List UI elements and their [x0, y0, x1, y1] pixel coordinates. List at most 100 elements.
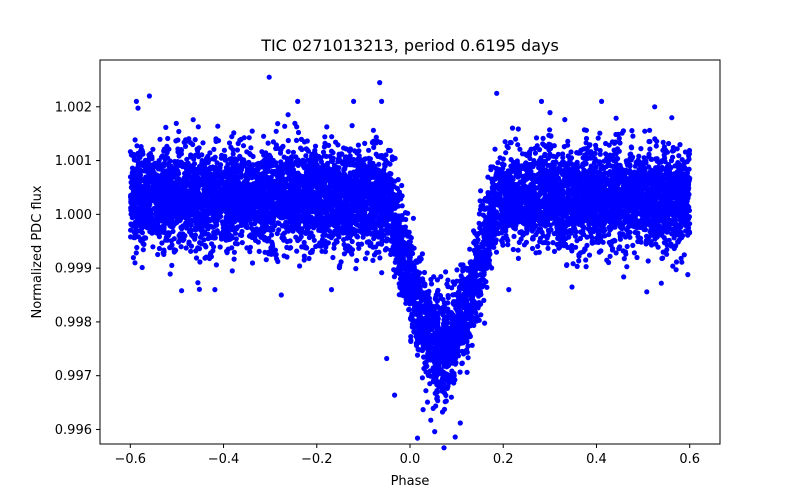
data-point: [239, 240, 245, 246]
data-point: [176, 128, 182, 135]
data-point: [606, 239, 612, 246]
data-point: [405, 210, 411, 216]
data-point: [269, 232, 275, 238]
data-point: [370, 127, 376, 133]
data-point: [673, 259, 680, 265]
data-point: [505, 238, 511, 244]
data-point: [139, 264, 145, 271]
data-point: [312, 143, 319, 149]
data-point: [597, 147, 603, 154]
data-point: [601, 227, 608, 234]
chart-title: TIC 0271013213, period 0.6195 days: [260, 36, 559, 55]
data-point: [301, 253, 307, 259]
data-point: [366, 239, 372, 245]
data-point: [621, 256, 627, 262]
data-point: [678, 255, 684, 261]
data-point: [613, 115, 619, 121]
data-point: [297, 263, 303, 269]
data-point: [583, 135, 590, 142]
data-point: [515, 126, 521, 132]
data-point: [324, 124, 330, 130]
data-point: [454, 267, 460, 273]
data-point: [212, 287, 218, 293]
data-point: [133, 250, 139, 256]
data-point: [376, 161, 382, 167]
data-point: [469, 342, 475, 348]
data-point: [670, 263, 676, 269]
data-point: [668, 158, 675, 164]
data-point: [583, 264, 589, 270]
data-point: [274, 230, 280, 237]
data-point: [159, 240, 165, 246]
data-point: [134, 228, 140, 234]
data-point: [647, 127, 653, 133]
data-point: [478, 301, 484, 307]
data-point: [603, 151, 609, 157]
data-point: [562, 117, 568, 123]
data-point: [408, 337, 414, 343]
data-point: [132, 137, 138, 143]
data-point: [232, 240, 238, 247]
data-point: [612, 238, 618, 244]
data-point: [362, 140, 368, 146]
data-point: [428, 417, 434, 423]
data-point: [419, 375, 425, 381]
data-point: [653, 143, 659, 149]
data-point: [249, 128, 255, 134]
data-point: [653, 220, 659, 226]
data-point: [513, 136, 519, 142]
data-point: [629, 128, 635, 134]
data-point: [509, 125, 516, 131]
data-point: [364, 250, 370, 256]
data-point: [597, 151, 603, 157]
data-point: [275, 121, 281, 127]
data-point: [551, 248, 558, 254]
data-point: [645, 258, 651, 264]
data-point: [630, 133, 636, 139]
data-point: [349, 123, 355, 129]
data-point: [624, 264, 630, 270]
data-point: [383, 246, 389, 252]
data-point: [273, 145, 279, 152]
data-point: [302, 245, 308, 251]
data-point: [560, 151, 566, 157]
data-point: [192, 137, 198, 143]
data-point: [383, 152, 389, 158]
data-point: [213, 262, 219, 268]
data-point: [275, 258, 281, 265]
data-point: [155, 251, 161, 258]
data-points: [127, 74, 693, 451]
data-point: [660, 255, 666, 261]
data-point: [423, 369, 429, 375]
data-point: [208, 235, 214, 241]
data-point: [515, 255, 522, 261]
data-point: [377, 255, 383, 261]
data-point: [448, 394, 454, 400]
data-point: [355, 142, 361, 148]
data-point: [301, 257, 307, 263]
data-point: [231, 256, 237, 262]
data-point: [127, 174, 134, 180]
data-point: [261, 133, 267, 139]
data-point: [523, 239, 530, 245]
data-point: [173, 120, 179, 126]
data-point: [249, 260, 256, 266]
data-point: [207, 150, 213, 156]
data-point: [655, 244, 661, 250]
data-point: [200, 140, 206, 146]
data-point: [547, 127, 553, 133]
data-point: [256, 248, 262, 254]
data-point: [624, 243, 630, 250]
data-point: [367, 156, 373, 162]
data-point: [265, 140, 271, 146]
data-point: [293, 137, 300, 143]
data-point: [330, 254, 336, 261]
data-point: [550, 240, 556, 246]
data-point: [428, 281, 435, 287]
data-point: [292, 120, 298, 126]
data-point: [181, 139, 187, 145]
data-point: [458, 273, 464, 279]
data-point: [287, 238, 293, 244]
data-point: [336, 151, 342, 157]
data-point: [493, 249, 500, 255]
